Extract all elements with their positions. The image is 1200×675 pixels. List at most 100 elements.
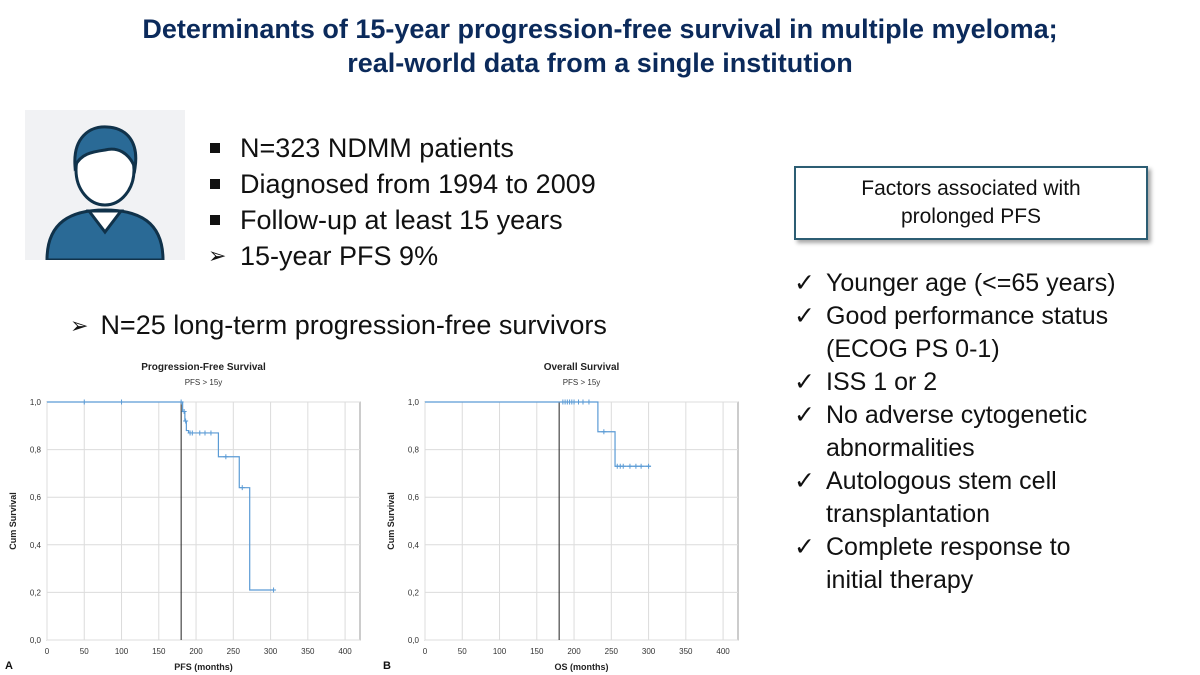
factor-text: Younger age (<=65 years) xyxy=(826,269,1116,297)
y-tick-label: 0,2 xyxy=(408,588,420,597)
km-chart-svg: 0,0 0,2 0,4 0,6 0,8 1,0 0 50 100 150 200 250 300 350 4… xyxy=(383,362,739,672)
x-tick-label: 250 xyxy=(605,647,619,656)
y-tick-label: 0,6 xyxy=(408,493,420,502)
censor-mark xyxy=(189,430,195,436)
censor-mark xyxy=(633,463,639,469)
y-tick-label: 0,2 xyxy=(30,588,42,597)
list-item: ✓ ISS 1 or 2 xyxy=(794,366,1116,399)
y-tick-label: 1,0 xyxy=(30,398,42,407)
checkmark-icon: ✓ xyxy=(794,533,815,561)
checkmark-icon: ✓ xyxy=(794,269,815,297)
square-bullet-icon xyxy=(210,215,220,225)
bullet-text: Diagnosed from 1994 to 2009 xyxy=(240,169,596,199)
censor-mark xyxy=(571,399,577,405)
square-bullet-icon xyxy=(210,179,220,189)
x-tick-label: 150 xyxy=(152,647,166,656)
avatar-hair xyxy=(73,125,138,174)
censor-mark xyxy=(586,399,592,405)
y-tick-label: 0,4 xyxy=(408,541,420,550)
y-tick-label: 0,4 xyxy=(30,541,42,550)
censor-mark xyxy=(620,463,626,469)
x-tick-label: 400 xyxy=(716,647,730,656)
censor-mark xyxy=(197,430,203,436)
x-tick-label: 250 xyxy=(227,647,241,656)
panel-label: B xyxy=(383,660,391,672)
x-tick-label: 100 xyxy=(115,647,129,656)
y-tick-label: 0,8 xyxy=(408,446,420,455)
checkmark-icon: ✓ xyxy=(794,401,815,429)
x-tick-label: 350 xyxy=(679,647,693,656)
x-tick-label: 150 xyxy=(530,647,544,656)
panel-label: A xyxy=(5,660,13,672)
censor-mark xyxy=(183,418,189,424)
censor-mark xyxy=(223,454,229,460)
list-item: N=323 NDMM patients xyxy=(208,130,596,166)
x-tick-label: 100 xyxy=(493,647,507,656)
censor-mark xyxy=(576,399,582,405)
factor-text: Good performance status xyxy=(826,302,1109,330)
factors-heading-line-2: prolonged PFS xyxy=(900,205,1042,228)
factor-text: Complete response to xyxy=(826,533,1071,561)
slide-title: Determinants of 15-year progression-free… xyxy=(0,12,1200,80)
patient-summary-list: N=323 NDMM patients Diagnosed from 1994 … xyxy=(208,130,596,274)
censor-mark xyxy=(81,399,87,405)
x-tick-label: 200 xyxy=(567,647,581,656)
factor-text: initial therapy xyxy=(826,566,974,594)
y-tick-label: 0,0 xyxy=(408,636,420,645)
avatar-collar xyxy=(85,209,125,235)
list-item: ✓ No adverse cytogenetic abnormalities xyxy=(794,399,1116,465)
x-tick-label: 300 xyxy=(264,647,278,656)
censor-mark xyxy=(178,399,184,405)
censor-mark xyxy=(181,409,187,415)
pfs-km-chart: 0,0 0,2 0,4 0,6 0,8 1,0 0 50 100 150 200 250 300 350 4… xyxy=(0,355,372,673)
censor-mark xyxy=(239,485,245,491)
checkmark-icon: ✓ xyxy=(794,302,815,330)
y-tick-label: 0,8 xyxy=(30,446,42,455)
km-chart-svg: 0,0 0,2 0,4 0,6 0,8 1,0 0 50 100 150 200 250 300 350 4… xyxy=(5,362,361,672)
censor-mark xyxy=(119,399,125,405)
censor-mark xyxy=(202,430,208,436)
os-km-chart: 0,0 0,2 0,4 0,6 0,8 1,0 0 50 100 150 200 250 300 350 4… xyxy=(378,355,750,673)
checkmark-icon: ✓ xyxy=(794,368,815,396)
chart-subtitle: PFS > 15y xyxy=(185,378,223,387)
censor-mark xyxy=(580,399,586,405)
bullet-text: 15-year PFS 9% xyxy=(240,241,439,271)
list-item: Diagnosed from 1994 to 2009 xyxy=(208,166,596,202)
factor-text: Autologous stem cell xyxy=(826,467,1057,495)
x-tick-label: 0 xyxy=(45,647,50,656)
x-tick-label: 400 xyxy=(338,647,352,656)
x-tick-label: 350 xyxy=(301,647,315,656)
square-bullet-icon xyxy=(210,143,220,153)
list-item: ➢ 15-year PFS 9% xyxy=(208,238,596,274)
factors-heading-box: Factors associated with prolonged PFS xyxy=(794,166,1148,240)
y-tick-label: 0,6 xyxy=(30,493,42,502)
title-line-1: Determinants of 15-year progression-free… xyxy=(142,14,1058,44)
y-axis-label: Cum Survival xyxy=(386,492,396,550)
factors-list: ✓ Younger age (<=65 years) ✓ Good perfor… xyxy=(794,267,1116,597)
chart-title: Overall Survival xyxy=(544,362,620,373)
x-tick-label: 200 xyxy=(189,647,203,656)
title-line-2: real-world data from a single institutio… xyxy=(347,48,853,78)
person-avatar-icon xyxy=(25,110,185,260)
censor-mark xyxy=(271,587,277,593)
arrow-bullet-icon: ➢ xyxy=(208,243,227,268)
factor-text: abnormalities xyxy=(826,434,975,462)
list-item: Follow-up at least 15 years xyxy=(208,202,596,238)
chart-subtitle: PFS > 15y xyxy=(563,378,601,387)
os-plot-area xyxy=(424,401,739,641)
x-tick-label: 300 xyxy=(642,647,656,656)
bullet-text: Follow-up at least 15 years xyxy=(240,205,563,235)
censor-mark xyxy=(638,463,644,469)
checkmark-icon: ✓ xyxy=(794,467,815,495)
y-tick-label: 0,0 xyxy=(30,636,42,645)
x-axis-label: PFS (months) xyxy=(174,662,233,672)
list-item: ✓ Autologous stem cell transplantation xyxy=(794,465,1116,531)
pfs-plot-area xyxy=(46,401,361,641)
censor-mark xyxy=(627,463,633,469)
factor-text: (ECOG PS 0-1) xyxy=(826,335,1000,363)
x-axis-label: OS (months) xyxy=(555,662,609,672)
y-tick-label: 1,0 xyxy=(408,398,420,407)
list-item: ✓ Good performance status (ECOG PS 0-1) xyxy=(794,300,1116,366)
x-tick-label: 0 xyxy=(423,647,428,656)
y-axis-label: Cum Survival xyxy=(8,492,18,550)
